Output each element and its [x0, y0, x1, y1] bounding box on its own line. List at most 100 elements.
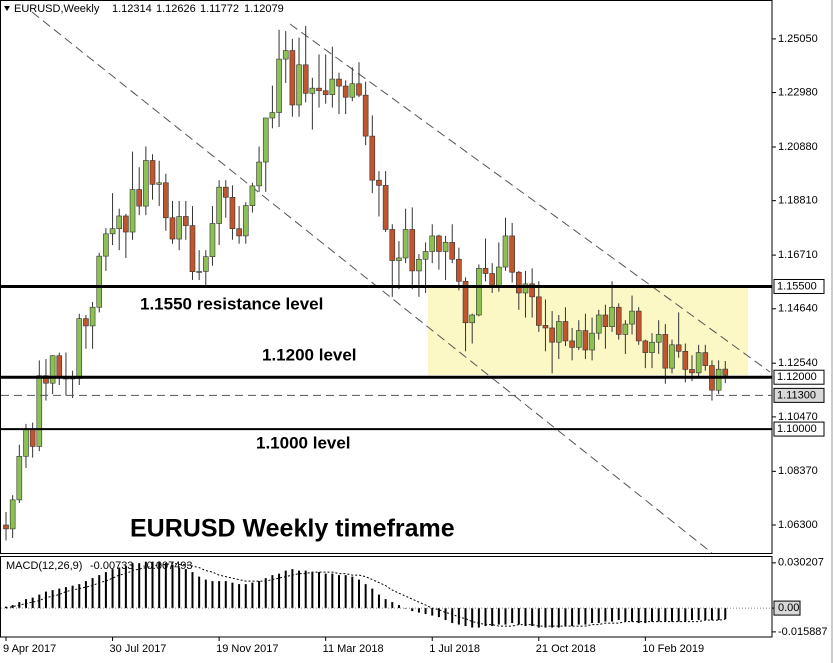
macd-bar [58, 588, 61, 609]
macd-bar [51, 590, 54, 609]
macd-bar [278, 573, 281, 609]
menu-arrow[interactable] [4, 6, 10, 11]
macd-bar [5, 606, 7, 609]
candle-body [376, 179, 382, 186]
candle-body [409, 229, 416, 272]
candle-body [456, 258, 462, 282]
macd-bar [704, 608, 707, 621]
x-tick-label: 11 Mar 2018 [323, 643, 384, 655]
candle-body [183, 216, 189, 226]
candle-body [302, 64, 309, 94]
candle-body [36, 375, 43, 447]
y-tick-label: 1.14640 [778, 303, 818, 315]
macd-bar [504, 608, 507, 625]
candle-body [249, 185, 256, 206]
candle-body [615, 306, 622, 335]
annotation: 1.1000 level [256, 433, 351, 452]
macd-bar [411, 608, 414, 612]
candle-body [602, 314, 609, 327]
macd-bar [377, 594, 380, 609]
macd-bar [577, 608, 580, 625]
macd-bar [324, 573, 327, 609]
macd-bar [571, 608, 574, 627]
candle-body [489, 273, 495, 287]
macd-bar [31, 597, 34, 609]
macd-frame [0, 556, 773, 638]
candle-body [203, 256, 209, 272]
macd-bar [457, 608, 460, 625]
candle-body [402, 229, 409, 259]
x-tick-label: 30 Jul 2017 [110, 643, 167, 655]
macd-bar [318, 572, 321, 609]
candle-body [502, 235, 509, 268]
macd-bar [84, 581, 87, 609]
macd-bar [637, 608, 640, 624]
macd-bar [151, 561, 154, 609]
candle-body [562, 321, 569, 342]
macd-bar [484, 608, 487, 627]
macd-bar [124, 566, 127, 609]
macd-bar [417, 608, 420, 613]
macd-bar [218, 581, 221, 609]
candle-body [16, 455, 23, 501]
macd-bar [537, 608, 540, 628]
candle-body [635, 310, 642, 342]
macd-bar [671, 608, 673, 622]
x-tick-label: 10 Feb 2019 [642, 643, 704, 655]
candle-body [129, 189, 136, 233]
candle-body [9, 499, 16, 530]
candle-body [96, 255, 103, 308]
candle-body [529, 283, 535, 298]
candle-body [336, 78, 342, 87]
y-tick-label: 1.20880 [778, 141, 818, 153]
candle-body [649, 341, 655, 353]
y-tick-label: 1.08370 [778, 465, 818, 477]
macd-bar [338, 575, 340, 609]
candle-body [429, 235, 436, 252]
candle-body [396, 257, 402, 261]
candle-body [236, 228, 242, 237]
macd-bar [697, 608, 700, 621]
candle-body [229, 196, 236, 229]
macd-bar [497, 608, 500, 625]
y-tick-label: 1.25050 [778, 33, 818, 45]
x-tick-label: 19 Nov 2017 [216, 643, 278, 655]
candle-body [482, 268, 489, 274]
macd-bar [298, 570, 301, 609]
candle-body [136, 189, 142, 207]
candle-body [722, 368, 729, 376]
macd-y-tick-label: 0.030207 [778, 557, 824, 569]
level-label-box [773, 421, 825, 437]
candle-body [715, 368, 722, 391]
candle-body [476, 268, 482, 316]
macd-bar [444, 608, 447, 621]
candle-body [23, 429, 29, 457]
candle-body [549, 327, 555, 343]
macd-bar [118, 567, 121, 609]
candle-body [276, 58, 282, 113]
candle-body [3, 524, 9, 530]
candle-body [109, 228, 116, 235]
annotation: 1.1200 level [262, 345, 357, 364]
candle-body [76, 318, 83, 379]
candle-body [655, 334, 662, 343]
candle-body [169, 217, 176, 240]
candle-body [89, 306, 96, 327]
macd-bar [271, 575, 274, 609]
header-close: 1.12079 [244, 3, 284, 15]
macd-bar [624, 608, 627, 622]
macd-bar [690, 608, 693, 621]
y-tick-label: 1.18810 [778, 195, 818, 207]
macd-bar [424, 608, 427, 615]
candle-body [329, 78, 336, 95]
candle-body [49, 355, 56, 384]
macd-bar [291, 569, 294, 609]
macd-value: -0.00733 [90, 560, 133, 572]
candle-body [695, 352, 702, 374]
chart-caption: EURUSD Weekly timeframe [130, 515, 455, 543]
candle-body [535, 296, 542, 326]
macd-bar [251, 582, 254, 609]
candle-body [309, 87, 316, 94]
macd-bar [64, 587, 67, 609]
